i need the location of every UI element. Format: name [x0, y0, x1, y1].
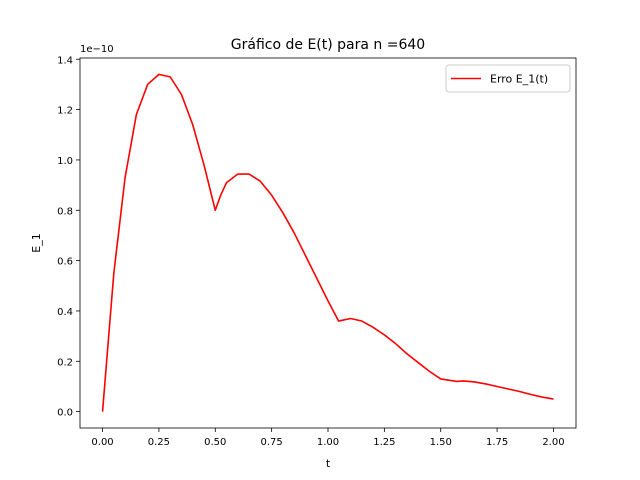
- y-tick-label: 0.8: [57, 206, 73, 217]
- x-axis-ticks: 0.00 0.25 0.50 0.75 1.00 1.25 1.50 1.75 2.00: [91, 428, 565, 448]
- x-tick-label: 1.25: [373, 437, 395, 448]
- x-tick-label: 0.50: [204, 437, 226, 448]
- y-axis-scale-factor: 1e−10: [80, 44, 114, 55]
- x-tick-label: 2.00: [542, 437, 564, 448]
- chart-title: Gráfico de E(t) para n =640: [231, 37, 425, 53]
- y-axis-label: E_1: [30, 233, 43, 252]
- x-tick-label: 0.25: [148, 437, 170, 448]
- y-tick-label: 0.0: [57, 408, 73, 419]
- x-tick-label: 1.75: [486, 437, 508, 448]
- y-tick-label: 0.2: [57, 357, 73, 368]
- y-tick-label: 0.4: [57, 307, 73, 318]
- x-tick-label: 0.00: [91, 437, 113, 448]
- series-layer: [101, 73, 554, 412]
- y-axis-ticks: 0.0 0.2 0.4 0.6 0.8 1.0 1.2 1.4: [57, 55, 80, 419]
- y-tick-label: 1.2: [57, 106, 73, 117]
- legend-label: Erro E_1(t): [490, 73, 548, 86]
- y-tick-label: 1.0: [57, 156, 73, 167]
- x-axis-label: t: [326, 457, 331, 470]
- y-tick-label: 1.4: [57, 55, 73, 66]
- legend-box: [445, 64, 571, 93]
- plot-area: [80, 58, 576, 428]
- legend: Erro E_1(t): [445, 64, 571, 93]
- series-line: [101, 73, 554, 412]
- y-tick-label: 0.6: [57, 257, 73, 268]
- x-tick-label: 1.00: [317, 437, 339, 448]
- x-tick-label: 0.75: [261, 437, 283, 448]
- x-tick-label: 1.50: [430, 437, 452, 448]
